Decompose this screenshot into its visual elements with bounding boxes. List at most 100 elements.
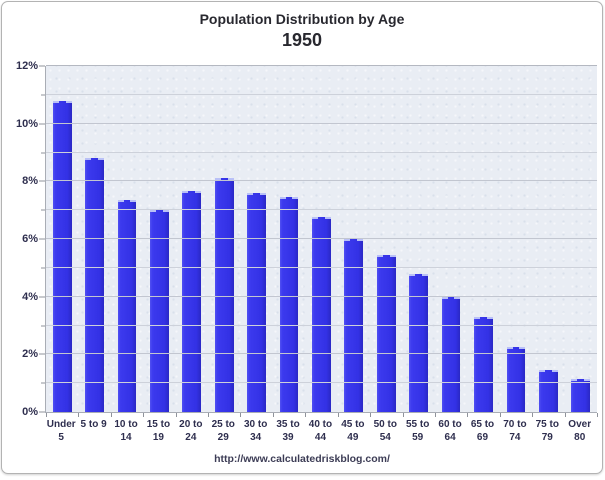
x-axis-category-label: 30 to 34 <box>243 419 268 443</box>
bar-slot <box>532 66 564 412</box>
bar <box>279 197 299 412</box>
y-axis-tick-label: 12% <box>15 60 38 72</box>
gridline <box>46 180 597 182</box>
bar <box>506 347 526 412</box>
x-axis-tick <box>46 413 47 417</box>
x-axis-tick <box>272 413 274 417</box>
x-axis-tick <box>175 413 177 417</box>
gridline <box>46 295 597 297</box>
x-axis-category-label: 15 to 19 <box>146 419 171 443</box>
gridline <box>46 122 597 124</box>
x-axis-category-label: 60 to 64 <box>438 419 462 443</box>
bar <box>538 370 558 412</box>
y-axis-tick-label: 8% <box>22 175 38 188</box>
y-axis-tick <box>41 152 45 153</box>
chart-title: Population Distribution by Age <box>199 11 405 27</box>
bar <box>571 378 591 412</box>
gridline <box>46 266 597 268</box>
x-axis-tick <box>208 413 210 417</box>
x-axis-category-label: 35 to 39 <box>276 419 300 443</box>
x-axis-tick <box>78 413 80 417</box>
x-axis-tick <box>370 413 372 417</box>
gridline <box>46 353 597 355</box>
x-axis-category-label: 10 to 14 <box>114 419 138 443</box>
x-axis-tick <box>499 413 501 417</box>
y-axis-tick-label: 0% <box>22 406 38 418</box>
x-axis-category-label: Under 5 <box>46 419 76 443</box>
y-axis-tick <box>39 65 45 67</box>
x-axis-category-label: 70 to 74 <box>503 419 527 443</box>
y-axis-tick <box>39 180 45 182</box>
x-axis-category-label: 5 to 9 <box>80 419 107 430</box>
bar-slot <box>402 66 434 412</box>
bar-slot <box>273 66 305 412</box>
y-axis-tick-label: 6% <box>22 233 38 245</box>
y-axis-tick-label: 4% <box>22 290 38 303</box>
x-axis-tick <box>143 413 145 417</box>
x-axis-category-label: Over 80 <box>568 419 592 443</box>
y-axis-tick <box>41 382 45 384</box>
source-url: http://www.calculatedriskblog.com/ <box>214 453 390 465</box>
bar-slot <box>338 66 370 412</box>
bar-slot <box>500 66 532 412</box>
bar <box>247 192 267 412</box>
x-axis-category-label: 45 to 49 <box>341 419 365 443</box>
y-axis-tick <box>41 267 45 269</box>
y-axis-tick <box>39 238 45 240</box>
bar-slot <box>467 66 499 412</box>
bars-container <box>46 66 597 412</box>
y-axis-labels: 0% 2% 4% 6% 8% 10% 12% <box>2 60 38 418</box>
bar <box>52 100 72 412</box>
y-axis-tick <box>39 353 45 355</box>
y-axis-tick-label: 10% <box>15 117 38 130</box>
bar <box>150 210 169 412</box>
gridline <box>46 238 597 239</box>
x-axis-tick <box>467 413 469 417</box>
plot-area <box>39 65 598 417</box>
y-axis-tick <box>39 123 45 125</box>
bar <box>85 158 104 412</box>
gridline <box>46 93 597 95</box>
bar <box>182 191 202 412</box>
y-axis-tick <box>41 325 45 326</box>
bar <box>474 316 493 412</box>
chart-subtitle: 1950 <box>281 30 323 50</box>
x-axis-category-label: 75 to 79 <box>535 419 559 443</box>
bar-slot <box>208 66 240 412</box>
x-axis-tick <box>434 413 436 417</box>
bar-slot <box>370 66 402 412</box>
bar-slot <box>143 66 175 412</box>
bar-slot <box>240 66 272 412</box>
gridline <box>46 209 597 211</box>
y-axis-tick <box>39 411 45 413</box>
x-axis-tick <box>532 413 534 417</box>
y-axis-tick <box>41 209 45 211</box>
x-axis-tick <box>564 413 566 417</box>
x-axis-labels: Under 5 5 to 9 10 to 14 15 to 19 20 to 24 25 … <box>45 418 596 444</box>
x-axis-category-label: 20 to 24 <box>179 419 203 443</box>
bar-slot <box>305 66 337 412</box>
x-axis-category-label: 25 to 29 <box>211 419 235 443</box>
bar <box>344 239 364 412</box>
gridline <box>46 382 597 384</box>
x-axis-tick <box>402 413 404 417</box>
bar-slot <box>565 66 597 412</box>
bar-slot <box>111 66 143 412</box>
x-axis-tick <box>305 413 307 417</box>
x-axis-category-label: 65 to 69 <box>470 419 495 443</box>
gridline <box>46 65 597 66</box>
x-axis-category-label: 55 to 59 <box>406 419 430 443</box>
gridline <box>46 324 597 326</box>
bar <box>312 217 331 412</box>
bar-slot <box>176 66 208 412</box>
x-axis-tick <box>337 413 339 417</box>
y-axis-tick <box>41 94 45 96</box>
x-axis-tick <box>597 413 598 417</box>
x-axis-category-label: 50 to 54 <box>373 419 397 443</box>
x-axis-tick <box>240 413 242 417</box>
y-axis-tick-label: 2% <box>22 348 38 361</box>
bar <box>409 273 429 412</box>
bar-slot <box>78 66 110 412</box>
bar <box>117 200 137 412</box>
